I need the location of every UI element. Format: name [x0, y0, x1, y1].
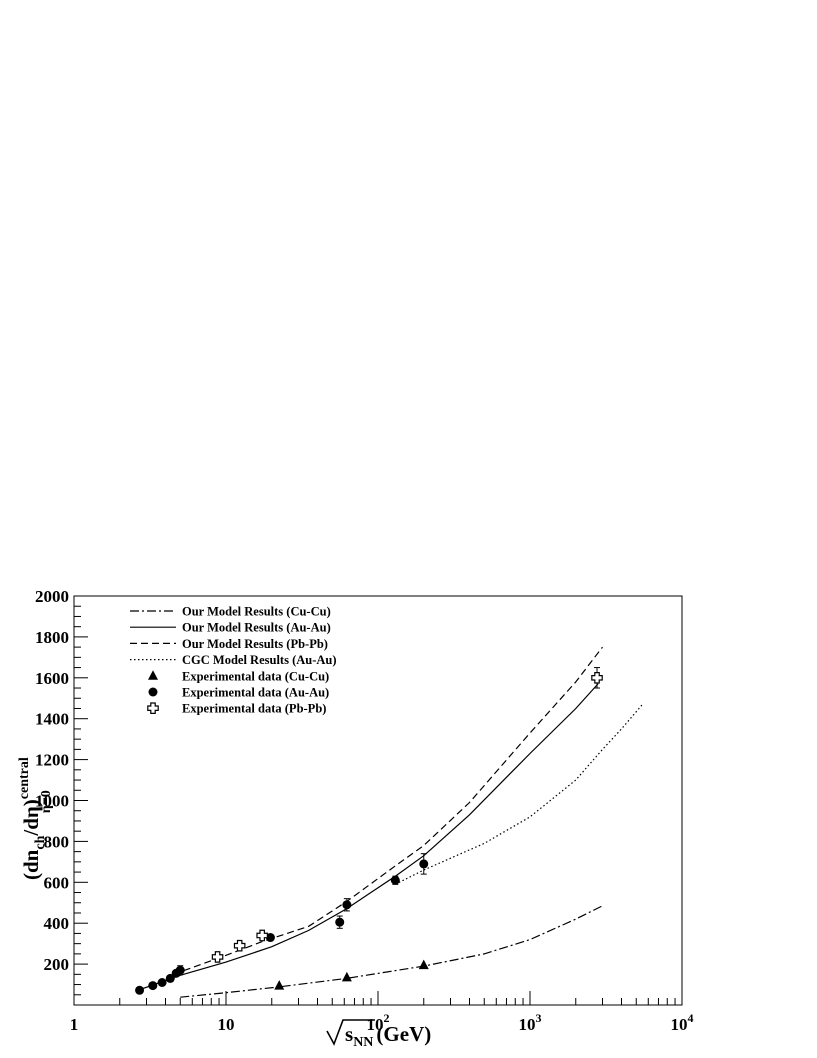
- series-2: [173, 646, 603, 975]
- svg-text:sNN(GeV): sNN (GeV): [345, 1022, 431, 1050]
- x-axis-title: sNN (GeV): [326, 1019, 431, 1050]
- series-line: [395, 704, 643, 885]
- x-axis-radical: s: [345, 1022, 353, 1046]
- data-point: [233, 939, 246, 952]
- data-point: [265, 933, 275, 943]
- plot-frame: [73, 595, 683, 1006]
- legend-entry: Our Model Results (Pb-Pb): [130, 637, 328, 651]
- series-line: [180, 905, 603, 998]
- data-point: [274, 980, 285, 990]
- svg-text:(dnch/dη)centralη=0: (dnch/dη)central η=0: [17, 757, 54, 880]
- y-axis-title: (dnch/dη)central η=0: [17, 757, 54, 880]
- x-tick-label: 1: [70, 1015, 79, 1034]
- data-point: [211, 951, 224, 963]
- data-point: [342, 900, 352, 910]
- data-point: [341, 971, 352, 982]
- data-point: [390, 875, 400, 885]
- x-tick-base: 1: [70, 1015, 79, 1034]
- series-layer: [135, 646, 643, 998]
- y-tick-label: 1600: [35, 669, 69, 688]
- data-point: [591, 672, 603, 684]
- legend-entry: Experimental data (Pb-Pb): [147, 702, 326, 716]
- legend: Our Model Results (Cu-Cu) Our Model Resul…: [130, 605, 337, 716]
- x-tick-exp: 2: [384, 1011, 390, 1025]
- series-line: [139, 683, 599, 991]
- data-point: [419, 859, 429, 869]
- data-point: [175, 965, 185, 975]
- y-tick-label: 200: [44, 955, 70, 974]
- legend-label: CGC Model Results (Au-Au): [182, 653, 337, 667]
- data-point: [157, 978, 167, 988]
- legend-entry: Experimental data (Au-Au): [148, 686, 329, 700]
- y-axis-base: (dn: [19, 849, 43, 880]
- data-point: [165, 973, 175, 983]
- y-tick-label: 600: [44, 873, 70, 892]
- series-line: [173, 646, 603, 975]
- y-tick-label: 1400: [35, 710, 69, 729]
- legend-label: Experimental data (Pb-Pb): [182, 702, 326, 716]
- y-axis-sub1: ch: [33, 835, 48, 849]
- legend-label: Experimental data (Cu-Cu): [182, 669, 329, 683]
- y-tick-label: 1800: [35, 628, 69, 647]
- x-tick-base: 10: [218, 1015, 235, 1034]
- legend-label: Our Model Results (Cu-Cu): [182, 605, 331, 619]
- legend-label: Experimental data (Au-Au): [182, 686, 329, 700]
- legend-marker: [148, 670, 158, 680]
- y-tick-label: 1200: [35, 751, 69, 770]
- x-tick-exp: 4: [688, 1011, 694, 1025]
- y-axis-sup: central: [17, 757, 32, 799]
- legend-entry: Our Model Results (Au-Au): [130, 621, 331, 635]
- series-0: [180, 905, 603, 998]
- x-tick-label: 104: [671, 1011, 694, 1034]
- legend-entry: Experimental data (Cu-Cu): [148, 669, 329, 683]
- y-axis-sub2: η=0: [39, 790, 54, 813]
- x-axis-sub: NN: [353, 1035, 373, 1050]
- y-axis-mid: /dη): [19, 799, 43, 836]
- x-tick-exp: 3: [536, 1011, 542, 1025]
- series-5: [135, 853, 429, 995]
- legend-marker: [147, 702, 159, 714]
- x-axis-unit: (GeV): [376, 1022, 431, 1046]
- data-point: [335, 917, 345, 927]
- sqrt-symbol: [326, 1019, 375, 1046]
- series-4: [274, 959, 429, 990]
- data-point: [418, 959, 429, 970]
- y-tick-label: 800: [44, 832, 70, 851]
- data-point: [256, 929, 268, 942]
- axis-ticks: [74, 595, 676, 1005]
- legend-label: Our Model Results (Pb-Pb): [182, 637, 328, 651]
- series-1: [139, 683, 599, 991]
- y-tick-label: 2000: [35, 587, 69, 606]
- legend-entry: CGC Model Results (Au-Au): [130, 653, 337, 667]
- x-tick-base: 10: [519, 1015, 536, 1034]
- data-point: [148, 981, 158, 991]
- y-tick-label: 400: [44, 914, 70, 933]
- legend-label: Our Model Results (Au-Au): [182, 621, 331, 635]
- data-point: [135, 985, 145, 995]
- x-tick-base: 10: [671, 1015, 688, 1034]
- x-tick-label: 10: [218, 1015, 235, 1034]
- series-6: [211, 667, 603, 963]
- legend-entry: Our Model Results (Cu-Cu): [130, 605, 331, 619]
- legend-marker: [148, 687, 158, 697]
- y-tick-label: 1000: [35, 792, 69, 811]
- series-3: [395, 704, 643, 885]
- x-tick-label: 103: [519, 1011, 542, 1034]
